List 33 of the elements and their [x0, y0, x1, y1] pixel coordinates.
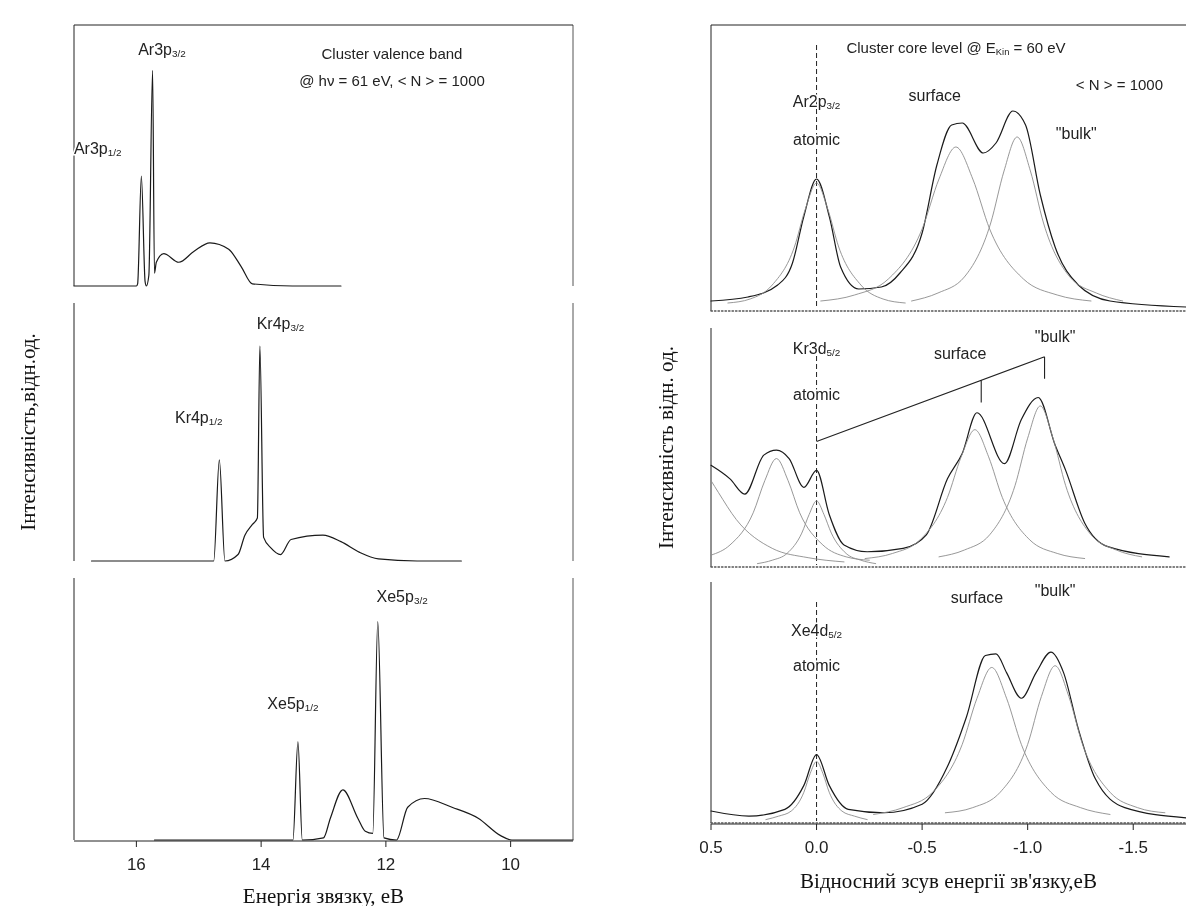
- annotation: Kr4p$_{1/2}$: [174, 409, 224, 428]
- text: surface: [950, 589, 1004, 607]
- x-axis-title: Відносний зсув енергії зв'язку,еВ: [800, 868, 1097, 893]
- x-tick-label: 12: [376, 855, 396, 874]
- chart-title: Cluster core level @ E$_{Kin}$ = 60 eV: [846, 38, 1066, 57]
- y-axis-title: Інтенсивність відн. од.: [653, 346, 678, 549]
- text: Xe5p$_{3/2}$: [376, 587, 429, 606]
- text: surface: [933, 345, 987, 363]
- annotation: atomic: [792, 657, 841, 675]
- x-tick-label: 0.0: [804, 838, 829, 857]
- text: "bulk": [1034, 582, 1076, 600]
- annotation: Ar3p$_{1/2}$: [73, 140, 122, 159]
- annotation: "bulk": [1055, 125, 1097, 143]
- text: "bulk": [1034, 328, 1076, 346]
- chart-subtitle: < N > = 1000: [1075, 75, 1163, 93]
- text: surface: [908, 87, 962, 105]
- text: Ar3p$_{3/2}$: [138, 41, 187, 60]
- annotation: atomic: [792, 386, 841, 404]
- y-axis-title: Інтенсивність,відн.од.: [15, 333, 40, 531]
- chart-title: Cluster valence band: [321, 44, 463, 62]
- annotation: Ar2p$_{3/2}$: [792, 93, 841, 112]
- x-tick-label: 0.5: [699, 838, 723, 857]
- x-tick-label: -0.5: [907, 838, 937, 857]
- x-tick-label: 10: [501, 855, 521, 874]
- x-tick-label: -1.5: [1118, 838, 1148, 857]
- annotation: atomic: [792, 131, 841, 149]
- x-tick-label: 14: [251, 855, 271, 874]
- chart-subtitle: @ hν = 61 eV, < N > = 1000: [299, 71, 485, 89]
- text: Kr3d$_{5/2}$: [792, 340, 841, 359]
- x-tick-label: 16: [126, 855, 146, 874]
- annotation: Xe5p$_{1/2}$: [267, 694, 319, 713]
- x-tick-label: -1.0: [1013, 838, 1043, 857]
- text: Kr4p$_{3/2}$: [256, 314, 305, 333]
